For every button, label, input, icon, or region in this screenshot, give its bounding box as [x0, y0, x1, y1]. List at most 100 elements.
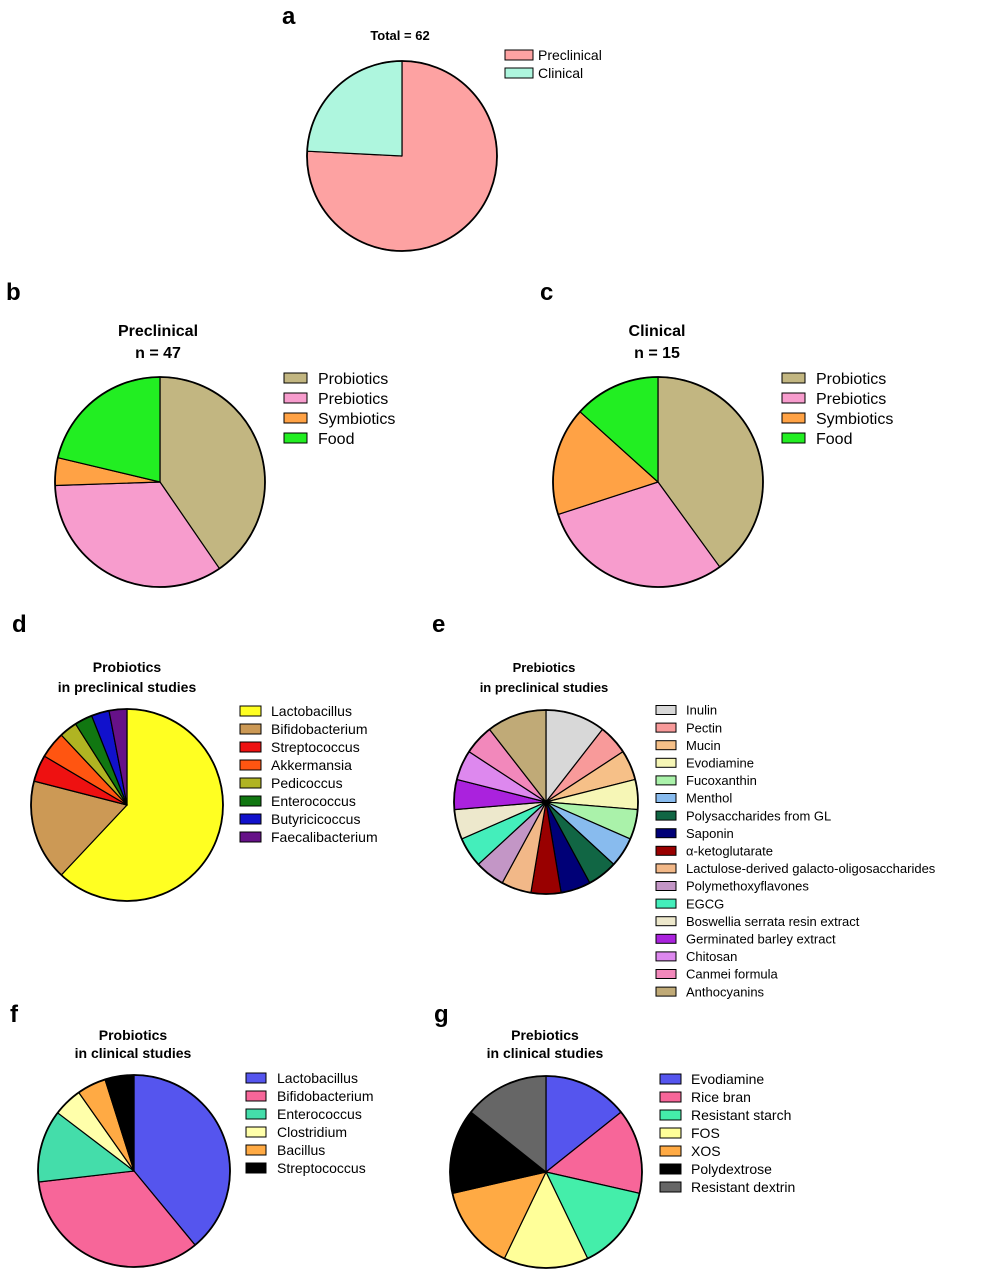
panel-letter: c	[540, 279, 553, 306]
legend-label: Germinated barley extract	[686, 931, 836, 946]
pie-panel-b: b Preclinical n = 47 Probiotics Prebiotics Sy…	[6, 279, 395, 588]
legend-swatch	[283, 372, 308, 384]
legend-label: Clinical	[538, 65, 583, 81]
pie-outline	[54, 376, 266, 588]
legend-swatch	[655, 916, 677, 927]
legend-swatch	[655, 969, 677, 979]
legend-swatch	[655, 705, 677, 715]
legend-label: Food	[318, 431, 354, 448]
pie-panel-d: d Probiotics in preclinical studies Lactoba…	[12, 611, 378, 902]
pie-title: Total = 62	[370, 28, 429, 43]
pie-outline	[30, 708, 224, 902]
legend-label: Faecalibacterium	[271, 829, 378, 845]
legend-swatch	[245, 1072, 267, 1084]
legend-label: Rice bran	[691, 1089, 751, 1105]
legend-label: Inulin	[686, 703, 717, 718]
legend-label: Prebiotics	[816, 391, 886, 408]
legend-label: Evodiamine	[691, 1071, 764, 1087]
legend-label: Lactobacillus	[271, 703, 352, 719]
legend-label: Resistant dextrin	[691, 1179, 795, 1195]
legend-label: Akkermansia	[271, 757, 352, 773]
legend-swatch	[655, 898, 677, 909]
legend-label: Probiotics	[816, 371, 886, 388]
legend-swatch	[655, 863, 677, 874]
legend-label: FOS	[691, 1125, 720, 1141]
legend-label: Boswellia serrata resin extract	[686, 914, 860, 929]
pie-subtitle: in preclinical studies	[58, 679, 197, 695]
legend-swatch	[659, 1127, 682, 1139]
legend-swatch	[659, 1145, 682, 1157]
legend-swatch	[245, 1162, 267, 1174]
legend-label: Saponin	[686, 826, 734, 841]
panel-letter: d	[12, 611, 27, 638]
legend-swatch	[655, 828, 677, 839]
legend-swatch	[283, 432, 308, 444]
legend-label: EGCG	[686, 896, 724, 911]
legend-label: Lactulose-derived galacto-oligosaccharid…	[686, 861, 936, 876]
panel-letter: e	[432, 611, 445, 638]
legend-label: Prebiotics	[318, 391, 388, 408]
legend-label: Preclinical	[538, 47, 602, 63]
legend-label: Evodiamine	[686, 755, 754, 770]
legend-swatch	[659, 1091, 682, 1103]
legend-swatch	[245, 1090, 267, 1102]
legend-swatch	[781, 372, 806, 384]
legend-swatch	[239, 813, 262, 825]
legend-swatch	[239, 723, 262, 735]
pie-subtitle: in clinical studies	[75, 1045, 192, 1061]
pie-title: Probiotics	[93, 659, 162, 675]
pie-title: Prebiotics	[511, 1027, 579, 1043]
pie-slice-clinical	[306, 60, 403, 157]
legend-label: α-ketoglutarate	[686, 843, 773, 858]
legend-swatch	[659, 1181, 682, 1193]
legend-label: Butyricicoccus	[271, 811, 360, 827]
pie-outline	[449, 1075, 643, 1269]
legend-label: Clostridium	[277, 1124, 347, 1140]
legend-swatch	[504, 67, 534, 79]
legend-swatch	[239, 741, 262, 753]
legend-label: Enterococcus	[271, 793, 356, 809]
legend-label: Bacillus	[277, 1142, 325, 1158]
legend-label: XOS	[691, 1143, 721, 1159]
pie-subtitle: in clinical studies	[487, 1045, 604, 1061]
pie-title: Clinical	[629, 323, 686, 340]
legend-label: Streptococcus	[271, 739, 360, 755]
legend-swatch	[239, 759, 262, 771]
pie-title: Preclinical	[118, 323, 198, 340]
legend-swatch	[239, 795, 262, 807]
pie-subtitle: n = 47	[135, 345, 181, 362]
legend-swatch	[504, 49, 534, 61]
legend-label: Polysaccharides from GL	[686, 808, 831, 823]
legend-label: Food	[816, 431, 852, 448]
legend-label: Bifidobacterium	[277, 1088, 374, 1104]
legend-swatch	[655, 793, 677, 803]
legend-swatch	[655, 881, 677, 891]
legend-swatch	[781, 412, 806, 424]
legend-swatch	[245, 1144, 267, 1156]
legend-swatch	[655, 757, 677, 768]
panel-letter: a	[282, 3, 296, 30]
legend-label: Symbiotics	[816, 411, 893, 428]
pie-outline	[453, 709, 639, 895]
legend-swatch	[655, 845, 677, 856]
legend-label: Polymethoxyflavones	[686, 879, 809, 894]
legend-label: Resistant starch	[691, 1107, 791, 1123]
legend-label: Bifidobacterium	[271, 721, 368, 737]
legend-swatch	[655, 775, 677, 786]
legend-swatch	[655, 722, 677, 733]
legend-label: Anthocyanins	[686, 984, 765, 999]
legend-label: Pectin	[686, 720, 722, 735]
pie-outline	[37, 1074, 231, 1268]
legend-label: Chitosan	[686, 949, 737, 964]
legend-swatch	[659, 1163, 682, 1175]
legend-label: Lactobacillus	[277, 1070, 358, 1086]
legend-label: Probiotics	[318, 371, 388, 388]
pie-subtitle: in preclinical studies	[480, 680, 609, 695]
pie-title: Probiotics	[99, 1027, 168, 1043]
legend-label: Polydextrose	[691, 1161, 772, 1177]
pie-panel-e: e Prebiotics in preclinical studies Inulin P…	[432, 611, 936, 999]
legend-swatch	[283, 412, 308, 424]
legend-label: Mucin	[686, 738, 721, 753]
pie-panel-f: f Probiotics in clinical studies Lactobacil…	[10, 1001, 374, 1268]
legend-label: Streptococcus	[277, 1160, 366, 1176]
